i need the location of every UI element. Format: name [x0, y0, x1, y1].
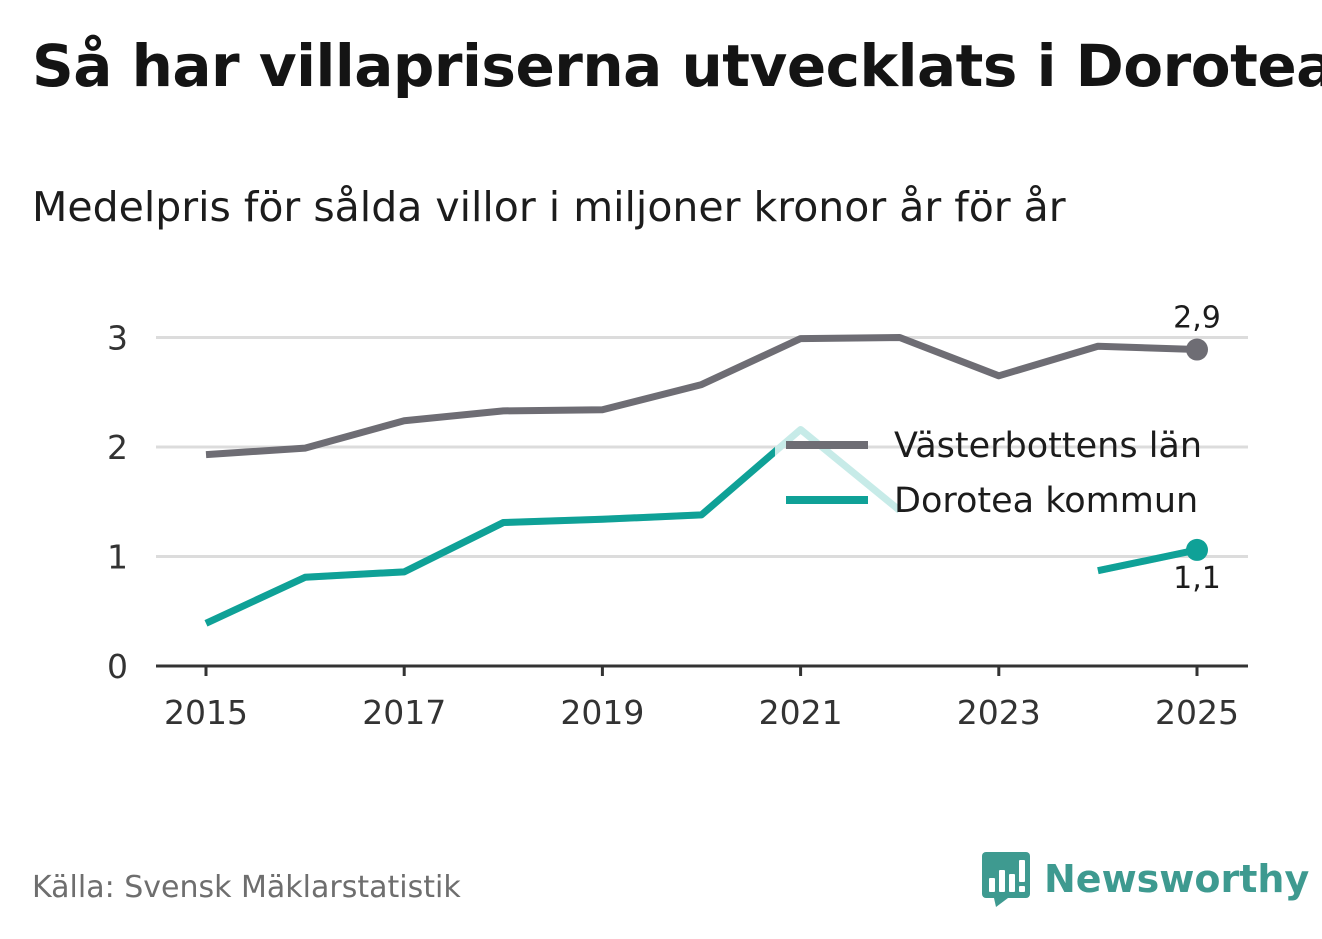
- series-vasterbottens-lan: [205, 334, 1208, 459]
- legend-label: Västerbottens län: [894, 426, 1202, 466]
- chart-subtitle: Medelpris för sålda villor i miljoner kr…: [32, 183, 1066, 231]
- gridlines: [156, 336, 1248, 558]
- x-tick-label: 2015: [164, 693, 248, 732]
- x-tick-label: 2025: [1155, 693, 1239, 732]
- x-tick-label: 2021: [759, 693, 843, 732]
- source-note: Källa: Svensk Mäklarstatistik: [32, 870, 461, 905]
- x-tick-label: 2017: [362, 693, 446, 732]
- end-value-label: 1,1: [1173, 561, 1221, 596]
- brand-name: Newsworthy: [1044, 857, 1310, 901]
- legend-label: Dorotea kommun: [894, 481, 1198, 521]
- line-chart: 0 1 2 3 2015 2017 2019 2021 2023 2025 Västerbotte…: [107, 301, 1248, 732]
- x-tick-label: 2023: [957, 693, 1041, 732]
- y-tick-label: 2: [107, 428, 128, 467]
- brand-logo: Newsworthy: [980, 850, 1309, 908]
- end-point-marker: [1186, 538, 1208, 561]
- newsworthy-logo-icon: [982, 852, 1030, 907]
- end-point-marker: [1186, 338, 1208, 361]
- legend: Västerbottens län Dorotea kommun: [786, 426, 1202, 521]
- x-tick-label: 2019: [560, 693, 644, 732]
- y-tick-label: 3: [107, 319, 128, 358]
- series-line: [205, 334, 1198, 459]
- end-value-label: 2,9: [1173, 301, 1221, 336]
- series-line: [1097, 546, 1198, 575]
- series-lines: [204, 334, 1208, 627]
- series-dorotea-kommun: [204, 425, 1208, 627]
- chart-title: Så har villapriserna utvecklats i Dorote…: [32, 32, 1322, 100]
- end-labels: 2,9 1,1: [1173, 301, 1221, 596]
- y-tick-label: 1: [107, 538, 128, 577]
- y-tick-label: 0: [107, 647, 128, 686]
- axes: 0 1 2 3 2015 2017 2019 2021 2023 2025: [107, 319, 1248, 732]
